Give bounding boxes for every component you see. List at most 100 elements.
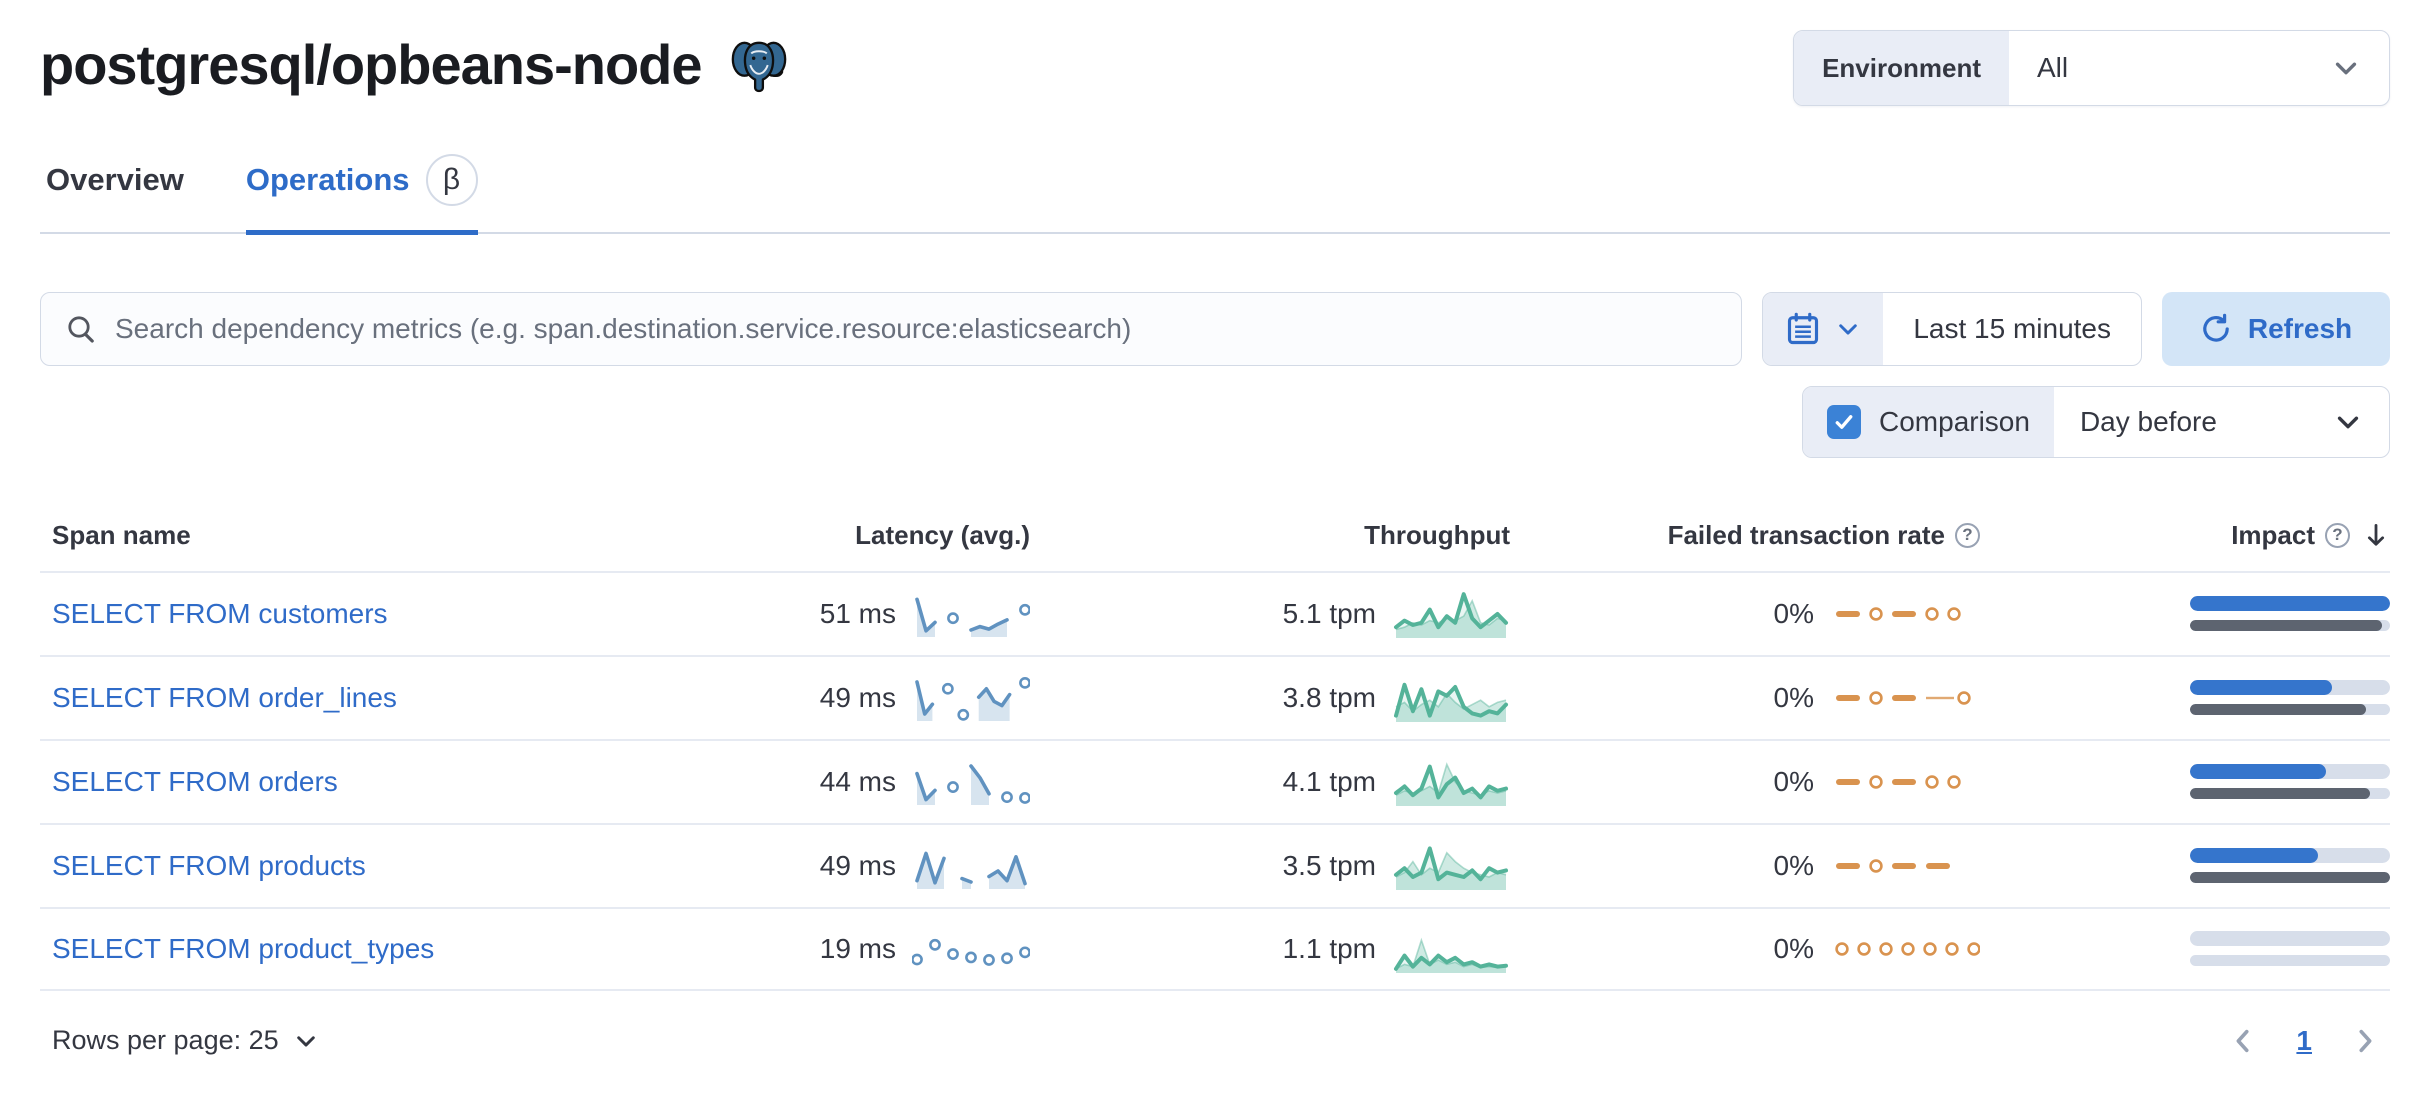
impact-current-bar <box>2190 680 2332 695</box>
table-row: SELECT FROM products 49 ms 3.5 tpm 0% <box>40 822 2390 907</box>
beta-badge: β <box>425 154 478 206</box>
table-header-row: Span name Latency (avg.) Throughput Fail… <box>40 520 2390 571</box>
failed-rate-sparkline <box>1836 690 1971 705</box>
chevron-down-icon <box>296 1035 315 1047</box>
question-icon[interactable]: ? <box>2325 522 2350 548</box>
calendar-icon <box>1788 312 1819 344</box>
table-body: SELECT FROM customers 51 ms 5.1 tpm 0% <box>40 570 2390 991</box>
throughput-sparkline <box>1394 845 1508 890</box>
impact-previous-bar <box>2190 788 2370 799</box>
throughput-value: 5.1 tpm <box>1282 597 1376 629</box>
latency-sparkline <box>915 676 1030 721</box>
throughput-sparkline <box>1394 591 1508 638</box>
environment-label: Environment <box>1794 31 2009 105</box>
impact-current-bar <box>2190 596 2390 611</box>
span-name-link[interactable]: SELECT FROM products <box>52 849 366 881</box>
throughput-sparkline <box>1394 761 1508 806</box>
date-quick-select-button[interactable] <box>1763 292 1884 365</box>
latency-value: 44 ms <box>819 765 896 797</box>
refresh-label: Refresh <box>2247 312 2353 344</box>
throughput-value: 4.1 tpm <box>1282 765 1376 797</box>
column-header-throughput[interactable]: Throughput <box>1364 519 1510 550</box>
rows-per-page-button[interactable]: Rows per page: 25 <box>52 1025 319 1056</box>
impact-current-bar <box>2190 764 2326 779</box>
comparison-checkbox[interactable] <box>1827 404 1861 439</box>
page-header: postgresql/opbeans-node Environment All <box>40 0 2390 106</box>
page-number-1[interactable]: 1 <box>2296 1024 2312 1056</box>
column-header-span-name[interactable]: Span name <box>52 519 191 550</box>
chevron-down-icon <box>2335 62 2357 75</box>
failed-rate-sparkline <box>1836 606 1961 621</box>
latency-value: 49 ms <box>819 849 896 881</box>
latency-sparkline <box>915 851 1027 889</box>
tab-operations[interactable]: Operations β <box>245 154 478 235</box>
latency-sparkline <box>915 597 1030 637</box>
date-picker: Last 15 minutes <box>1762 291 2142 366</box>
column-header-impact[interactable]: Impact ? <box>1980 520 2390 551</box>
table-footer: Rows per page: 25 1 <box>40 1025 2390 1057</box>
environment-select[interactable]: Environment All <box>1793 30 2390 106</box>
impact-bars <box>2190 680 2390 715</box>
span-name-link[interactable]: SELECT FROM product_types <box>52 932 435 964</box>
tab-bar: Overview Operations β <box>40 154 2390 235</box>
tab-overview-label: Overview <box>46 162 184 197</box>
tab-overview[interactable]: Overview <box>46 154 184 235</box>
failed-rate-value: 0% <box>1773 932 1814 964</box>
tab-operations-label: Operations <box>245 162 410 197</box>
failed-rate-value: 0% <box>1773 765 1814 797</box>
table-row: SELECT FROM product_types 19 ms 1.1 tpm … <box>40 906 2390 991</box>
comparison-value: Day before <box>2079 405 2217 437</box>
previous-page-button[interactable] <box>2228 1026 2258 1056</box>
refresh-button[interactable]: Refresh <box>2162 291 2390 366</box>
check-icon <box>1835 414 1853 429</box>
latency-value: 19 ms <box>819 932 896 964</box>
span-name-link[interactable]: SELECT FROM order_lines <box>52 681 397 713</box>
comparison-select[interactable]: Day before <box>2054 387 2389 457</box>
impact-previous-bar <box>2190 620 2382 631</box>
comparison-label: Comparison <box>1879 405 2030 437</box>
failed-rate-value: 0% <box>1773 597 1814 629</box>
page-title: postgresql/opbeans-node <box>40 32 702 96</box>
impact-bars <box>2190 764 2390 799</box>
pagination: 1 <box>2228 1025 2380 1057</box>
rows-per-page-label: Rows per page: 25 <box>52 1025 279 1055</box>
impact-bars <box>2190 931 2390 966</box>
impact-current-bar <box>2190 848 2318 863</box>
chevron-left-icon <box>2236 1029 2249 1052</box>
environment-value: All <box>2037 52 2069 83</box>
impact-previous-bar <box>2190 872 2390 883</box>
failed-rate-sparkline <box>1836 774 1961 789</box>
throughput-sparkline <box>1394 937 1508 973</box>
chevron-right-icon <box>2359 1029 2372 1052</box>
toolbar: Last 15 minutes Refresh <box>40 291 2390 366</box>
time-range-value: Last 15 minutes <box>1913 312 2111 344</box>
latency-value: 51 ms <box>819 597 896 629</box>
span-name-link[interactable]: SELECT FROM orders <box>52 765 338 797</box>
chevron-down-icon <box>2337 416 2359 428</box>
failed-rate-sparkline <box>1835 941 1980 956</box>
latency-value: 49 ms <box>819 681 896 713</box>
throughput-value: 3.5 tpm <box>1282 849 1376 881</box>
throughput-value: 1.1 tpm <box>1282 932 1376 964</box>
span-name-link[interactable]: SELECT FROM customers <box>52 597 388 629</box>
throughput-sparkline <box>1394 682 1508 722</box>
question-icon[interactable]: ? <box>1955 522 1980 548</box>
failed-rate-value: 0% <box>1773 849 1814 881</box>
impact-previous-bar <box>2190 704 2366 715</box>
time-range-display[interactable]: Last 15 minutes <box>1883 293 2141 365</box>
chevron-down-icon <box>1839 323 1858 335</box>
next-page-button[interactable] <box>2350 1026 2380 1056</box>
table-row: SELECT FROM orders 44 ms 4.1 tpm 0% <box>40 738 2390 823</box>
column-header-failed-rate[interactable]: Failed transaction rate ? <box>1510 520 1980 551</box>
latency-sparkline <box>912 938 1030 966</box>
impact-bars <box>2190 596 2390 631</box>
search-box <box>40 291 1743 366</box>
column-header-latency[interactable]: Latency (avg.) <box>855 519 1030 550</box>
refresh-icon <box>2203 313 2229 342</box>
operations-table: Span name Latency (avg.) Throughput Fail… <box>40 520 2390 991</box>
throughput-value: 3.8 tpm <box>1282 681 1376 713</box>
comparison-control: Comparison Day before <box>1802 385 2390 458</box>
search-input[interactable] <box>115 312 1718 345</box>
latency-sparkline <box>915 763 1030 805</box>
search-icon <box>68 315 94 343</box>
